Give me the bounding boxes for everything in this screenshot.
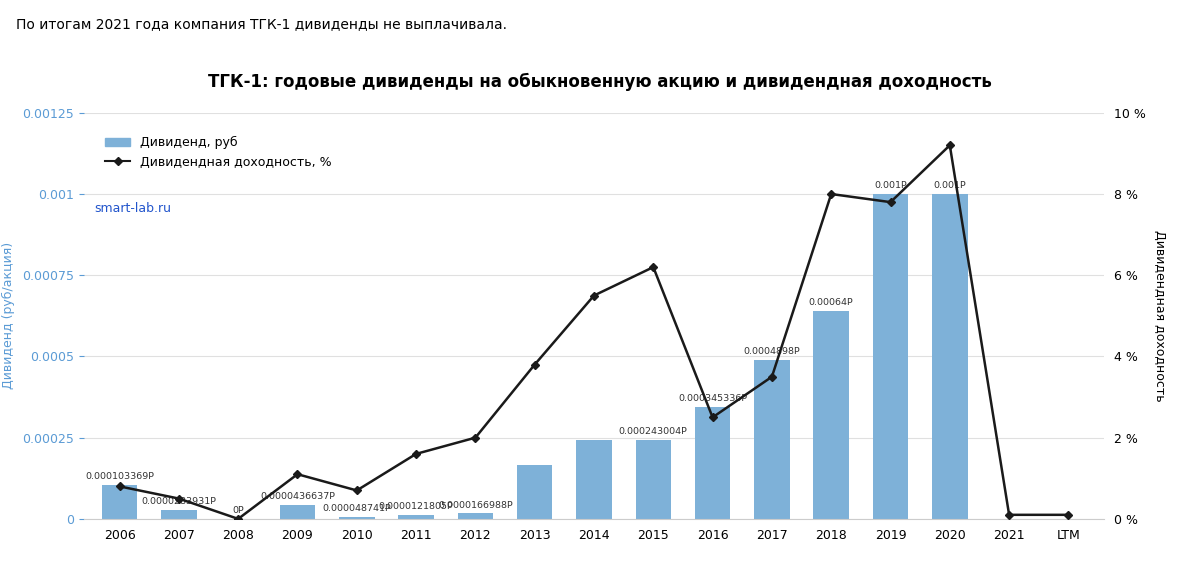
Text: 0.000048741Р: 0.000048741Р <box>323 504 391 513</box>
Bar <box>636 440 671 519</box>
Text: 0.001Р: 0.001Р <box>874 181 907 190</box>
Text: 0.0004898Р: 0.0004898Р <box>744 347 800 356</box>
Text: smart-lab.ru: smart-lab.ru <box>95 202 172 215</box>
Text: 0Р: 0Р <box>233 506 244 515</box>
Text: 0.000103369Р: 0.000103369Р <box>85 473 154 482</box>
Text: 0.001Р: 0.001Р <box>934 181 966 190</box>
Text: По итогам 2021 года компания ТГК-1 дивиденды не выплачивала.: По итогам 2021 года компания ТГК-1 дивид… <box>16 17 506 31</box>
Bar <box>754 360 790 519</box>
Text: 0.000243004Р: 0.000243004Р <box>619 427 688 436</box>
Text: 0.000345336Р: 0.000345336Р <box>678 394 748 403</box>
Text: 0.0000283931Р: 0.0000283931Р <box>142 497 216 506</box>
Bar <box>280 505 316 519</box>
Text: 0.0000121805Р: 0.0000121805Р <box>379 502 454 511</box>
Bar <box>517 465 552 519</box>
Text: 0.0000166988Р: 0.0000166988Р <box>438 501 512 509</box>
Bar <box>576 440 612 519</box>
Bar <box>161 510 197 519</box>
Bar <box>932 194 967 519</box>
Bar <box>102 485 137 519</box>
Text: 0.0000436637Р: 0.0000436637Р <box>260 492 335 501</box>
Y-axis label: Дивидендная доходность: Дивидендная доходность <box>1153 230 1166 402</box>
Bar <box>340 517 374 519</box>
Bar <box>398 515 434 519</box>
Bar <box>695 407 731 519</box>
Bar <box>872 194 908 519</box>
Text: 0.00064Р: 0.00064Р <box>809 298 853 307</box>
Y-axis label: Дивиденд (руб/акция): Дивиденд (руб/акция) <box>2 243 16 389</box>
Text: ТГК-1: годовые дивиденды на обыкновенную акцию и дивидендная доходность: ТГК-1: годовые дивиденды на обыкновенную… <box>208 73 992 91</box>
Bar <box>457 513 493 519</box>
Bar <box>814 311 850 519</box>
Legend: Дивиденд, руб, Дивидендная доходность, %: Дивиденд, руб, Дивидендная доходность, % <box>101 131 337 174</box>
